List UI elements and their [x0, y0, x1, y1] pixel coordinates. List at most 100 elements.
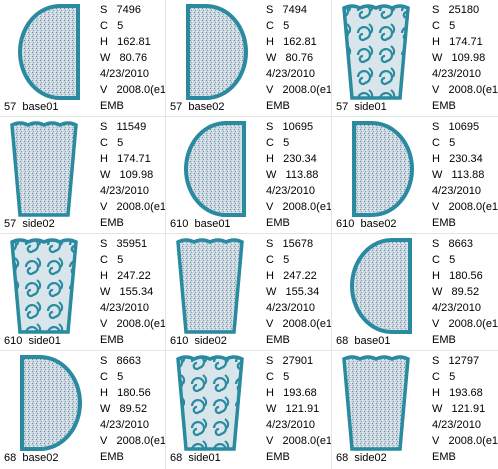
file-info: C 5	[432, 20, 455, 32]
file-info: S 8663	[432, 238, 473, 250]
file-info: W 155.34	[100, 286, 153, 298]
file-name: 610 side02	[170, 335, 227, 347]
file-item[interactable]: 610 base02 S 10695 C 5 H 230.34 W 113.88 4/23…	[336, 121, 498, 230]
file-name: 57 side02	[4, 218, 55, 230]
file-info: C 5	[100, 137, 123, 149]
thumbnail	[10, 121, 78, 217]
file-name: 610 base01	[170, 218, 231, 230]
file-info: W 109.98	[432, 52, 485, 64]
shape	[186, 4, 248, 100]
file-info: EMB	[432, 334, 456, 346]
file-info: EMB	[432, 100, 456, 112]
file-info: V 2008.0(e1	[266, 318, 332, 330]
thumbnail	[20, 355, 82, 451]
file-info: S 15678	[266, 238, 313, 250]
file-info: C 5	[432, 254, 455, 266]
file-name: 68 side01	[170, 452, 221, 464]
file-info: C 5	[266, 371, 289, 383]
file-info: S 7496	[100, 4, 141, 16]
file-info: H 162.81	[100, 36, 151, 48]
file-info: V 2008.0(e1	[432, 201, 498, 213]
file-info: H 180.56	[432, 270, 483, 282]
file-name: 68 side02	[336, 452, 387, 464]
file-info: S 10695	[266, 121, 313, 133]
file-info: 4/23/2010	[100, 185, 149, 197]
file-info: C 5	[266, 254, 289, 266]
file-info: EMB	[100, 334, 124, 346]
file-item[interactable]: 57 base01 S 7496 C 5 H 162.81 W 80.76 4/23/20…	[4, 4, 166, 113]
shape	[10, 238, 78, 334]
file-info: EMB	[266, 217, 290, 229]
file-info: 4/23/2010	[100, 302, 149, 314]
file-info: 4/23/2010	[266, 68, 315, 80]
file-info: 4/23/2010	[266, 302, 315, 314]
file-info: EMB	[266, 451, 290, 463]
file-info: W 89.52	[100, 403, 147, 415]
file-item[interactable]: 57 side01 S 25180 C 5 H 174.71 W 109.98 4/23/…	[336, 4, 498, 113]
file-info: EMB	[100, 217, 124, 229]
file-info: W 121.91	[432, 403, 485, 415]
file-info: 4/23/2010	[100, 68, 149, 80]
file-info: V 2008.0(e1	[100, 201, 166, 213]
file-info: H 174.71	[432, 36, 483, 48]
file-name: 57 base01	[4, 101, 58, 113]
file-info: S 27901	[266, 355, 313, 367]
file-info: H 247.22	[100, 270, 151, 282]
file-info: V 2008.0(e1	[266, 84, 332, 96]
file-info: EMB	[266, 334, 290, 346]
file-info: C 5	[100, 20, 123, 32]
shape	[10, 121, 78, 217]
file-name: 68 base01	[336, 335, 390, 347]
file-info: C 5	[100, 371, 123, 383]
file-info: H 174.71	[100, 153, 151, 165]
file-info: S 12797	[432, 355, 479, 367]
file-item[interactable]: 68 side01 S 27901 C 5 H 193.68 W 121.91 4/23/…	[170, 355, 332, 464]
file-info: 4/23/2010	[432, 419, 481, 431]
file-info: EMB	[432, 217, 456, 229]
file-name: 57 base02	[170, 101, 224, 113]
file-info: EMB	[100, 100, 124, 112]
file-item[interactable]: 68 base02 S 8663 C 5 H 180.56 W 89.52 4/23/20…	[4, 355, 166, 464]
file-info: 4/23/2010	[266, 419, 315, 431]
file-info: C 5	[266, 20, 289, 32]
file-item[interactable]: 610 side01 S 35951 C 5 H 247.22 W 155.34 4/23…	[4, 238, 166, 347]
file-item[interactable]: 68 base01 S 8663 C 5 H 180.56 W 89.52 4/23/20…	[336, 238, 498, 347]
file-info: C 5	[100, 254, 123, 266]
file-info: H 180.56	[100, 387, 151, 399]
file-info: V 2008.0(e1	[266, 201, 332, 213]
file-info: H 193.68	[266, 387, 317, 399]
file-name: 610 base02	[336, 218, 397, 230]
file-info: V 2008.0(e1	[100, 84, 166, 96]
file-info: W 80.76	[100, 52, 147, 64]
file-item[interactable]: 610 base01 S 10695 C 5 H 230.34 W 113.88 4/23…	[170, 121, 332, 230]
file-item[interactable]: 57 base02 S 7494 C 5 H 162.81 W 80.76 4/23/20…	[170, 4, 332, 113]
file-info: V 2008.0(e1	[432, 435, 498, 447]
file-info: S 7494	[266, 4, 307, 16]
file-item[interactable]: 68 side02 S 12797 C 5 H 193.68 W 121.91 4/23/…	[336, 355, 498, 464]
thumbnail	[176, 238, 244, 334]
file-info: H 230.34	[266, 153, 317, 165]
file-info: V 2008.0(e1	[100, 435, 166, 447]
file-info: 4/23/2010	[266, 185, 315, 197]
file-info: C 5	[266, 137, 289, 149]
file-info: EMB	[432, 451, 456, 463]
shape	[176, 238, 244, 334]
file-info: V 2008.0(e1	[432, 318, 498, 330]
file-info: C 5	[432, 371, 455, 383]
file-item[interactable]: 610 side02 S 15678 C 5 H 247.22 W 155.34 4/23…	[170, 238, 332, 347]
file-name: 57 side01	[336, 101, 387, 113]
thumbnail	[352, 121, 414, 217]
file-name: 610 side01	[4, 335, 61, 347]
shape	[350, 238, 412, 334]
shape	[342, 4, 410, 100]
shape	[18, 4, 80, 100]
thumbnail	[10, 238, 78, 334]
shape	[184, 121, 246, 217]
file-item[interactable]: 57 side02 S 11549 C 5 H 174.71 W 109.98 4/23/…	[4, 121, 166, 230]
file-info: S 35951	[100, 238, 147, 250]
file-name: 68 base02	[4, 452, 58, 464]
shape	[176, 355, 244, 451]
file-info: W 80.76	[266, 52, 313, 64]
